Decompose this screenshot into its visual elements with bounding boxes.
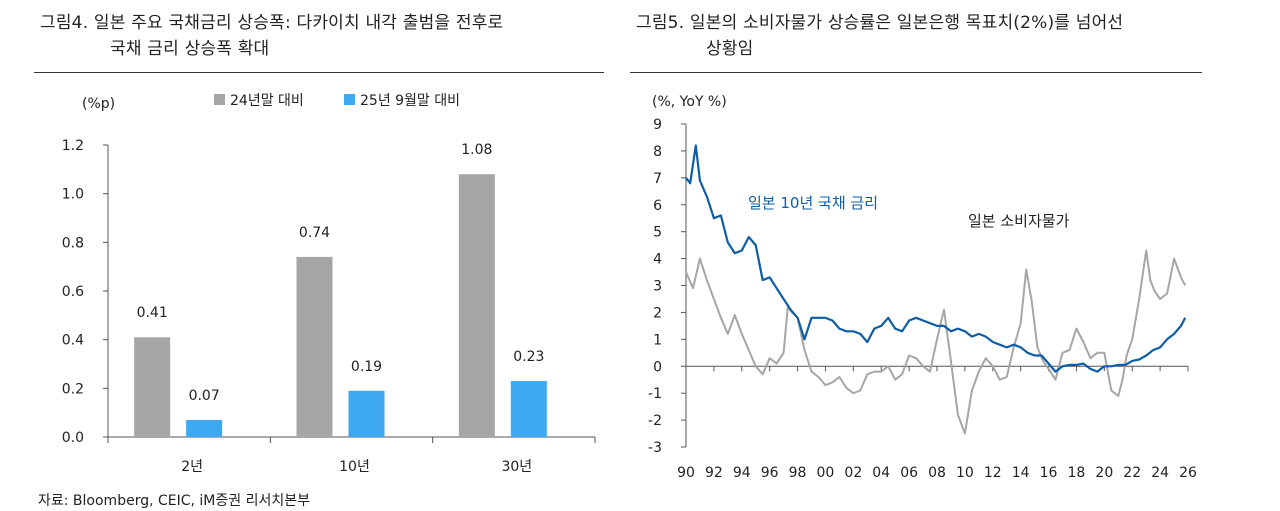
line-chart: (%, YoY %) 일본 10년 국채 금리 일본 소비자물가 -3 -2 -1 0… [648,94,1197,481]
line-y-tick-label: -2 [648,413,662,429]
bar-data-label: 0.74 [299,225,330,241]
bar-data-label: 1.08 [461,142,492,158]
bar-data-label: 0.19 [351,359,382,375]
line-x-tick-label: 06 [900,465,918,481]
line-x-tick-label: 02 [844,465,862,481]
legend-label-25년9월말: 25년 9월말 대비 [360,93,460,109]
line-x-tick-label: 22 [1123,465,1141,481]
line-y-tick-label: 9 [653,117,662,133]
legend-label-24년말: 24년말 대비 [230,93,304,109]
figure5-title-line2: 상황임 [706,39,754,59]
line-x-tick-label: 10 [956,465,974,481]
figure5-title: 그림5. 일본의 소비자물가 상승률은 일본은행 목표치(2%)를 넘어선 상황… [636,10,1236,62]
figure4-title-line1: 그림4. 일본 주요 국채금리 상승폭: 다카이치 내각 출범을 전후로 [40,13,504,33]
line-y-tick-label: 5 [653,225,662,241]
bar-gray-1 [296,256,333,437]
bar-y-tick-label: 0.0 [62,430,84,446]
bar-y-tick-label: 0.8 [62,235,84,251]
line-y-tick-label: 1 [653,332,662,348]
line-x-tick-label: 08 [928,465,946,481]
line-x-tick-label: 04 [872,465,890,481]
line-y-tick-label: 7 [653,171,662,187]
line-y-tick-label: -3 [648,440,662,456]
line-x-tick-label: 26 [1179,465,1197,481]
source-note: 자료: Bloomberg, CEIC, iM증권 리서치본부 [38,493,310,509]
bar-y-tick-label: 0.6 [62,284,84,300]
bar-data-label: 0.23 [513,349,544,365]
bar-category-label: 2년 [181,459,203,475]
bar-gray-0 [134,337,171,437]
line-y-tick-label: 0 [653,359,662,375]
bar-category-label: 10년 [339,459,370,475]
annotation-jgb-10y: 일본 10년 국채 금리 [748,194,878,212]
line-x-tick-label: 20 [1095,465,1113,481]
bar-y-tick-label: 0.2 [62,381,84,397]
series-cpi [685,249,1187,435]
line-y-tick-label: 6 [653,198,662,214]
bar-gray-2 [458,174,495,437]
bar-chart: (%p) 24년말 대비 25년 9월말 대비 0.0 0.2 0.4 0.6 0.8 1… [62,93,596,475]
bar-y-tick-label: 1.2 [62,138,84,154]
bar-blue-1 [348,390,385,437]
figure4-title: 그림4. 일본 주요 국채금리 상승폭: 다카이치 내각 출범을 전후로 국채 … [40,10,610,62]
line-y-tick-label: -1 [648,386,662,402]
line-x-tick-label: 98 [789,465,807,481]
legend-swatch-gray [214,94,225,105]
series-jgb-10y [685,144,1187,373]
line-y-tick-label: 2 [653,305,662,321]
figure4-title-line2: 국채 금리 상승폭 확대 [110,39,270,59]
line-x-tick-label: 96 [761,465,779,481]
line-x-tick-label: 14 [1012,465,1030,481]
bar-data-label: 0.07 [189,388,220,404]
line-x-tick-label: 92 [705,465,723,481]
line-x-tick-label: 94 [733,465,751,481]
line-x-tick-label: 12 [984,465,1002,481]
figure4-title-rule [34,72,604,73]
legend-swatch-blue [344,94,355,105]
figure5-title-line1: 그림5. 일본의 소비자물가 상승률은 일본은행 목표치(2%)를 넘어선 [636,13,1124,33]
line-x-tick-label: 00 [817,465,835,481]
annotation-cpi: 일본 소비자물가 [968,212,1070,230]
line-y-tick-label: 3 [653,279,662,295]
bar-y-unit: (%p) [82,96,115,112]
bar-y-tick-label: 0.4 [62,333,84,349]
bar-y-tick-label: 1.0 [62,187,84,203]
figure5-title-rule [630,72,1202,73]
line-x-tick-label: 16 [1040,465,1058,481]
line-y-unit: (%, YoY %) [652,94,727,110]
line-x-tick-label: 90 [677,465,695,481]
line-x-tick-label: 24 [1151,465,1169,481]
line-y-tick-label: 4 [653,252,662,268]
bar-blue-0 [186,419,223,437]
line-x-tick-label: 18 [1068,465,1086,481]
bar-category-label: 30년 [501,459,532,475]
line-y-tick-label: 8 [653,144,662,160]
bar-data-label: 0.41 [137,305,168,321]
bar-blue-2 [510,381,547,437]
